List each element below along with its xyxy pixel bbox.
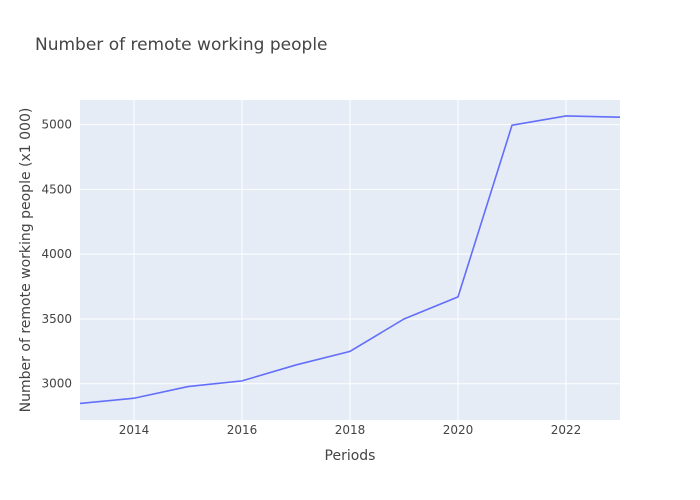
x-tick-label: 2014: [119, 423, 150, 437]
y-axis-ticks: 3000 3500 4000 4500 5000: [41, 118, 72, 391]
y-tick-label: 5000: [41, 118, 72, 132]
y-tick-label: 4500: [41, 182, 72, 196]
x-axis-ticks: 2014 2016 2018 2020 2022: [119, 423, 582, 437]
chart-title: Number of remote working people: [35, 35, 328, 55]
x-axis-title: Periods: [325, 448, 376, 464]
y-tick-label: 4000: [41, 247, 72, 261]
y-axis-title: Number of remote working people (x1 000): [18, 108, 34, 413]
x-tick-label: 2016: [227, 423, 258, 437]
y-tick-label: 3500: [41, 312, 72, 326]
x-tick-label: 2022: [551, 423, 582, 437]
x-tick-label: 2020: [443, 423, 474, 437]
grid: [80, 100, 620, 420]
y-tick-label: 3000: [41, 377, 72, 391]
x-tick-label: 2018: [335, 423, 366, 437]
series-line: [79, 115, 621, 405]
